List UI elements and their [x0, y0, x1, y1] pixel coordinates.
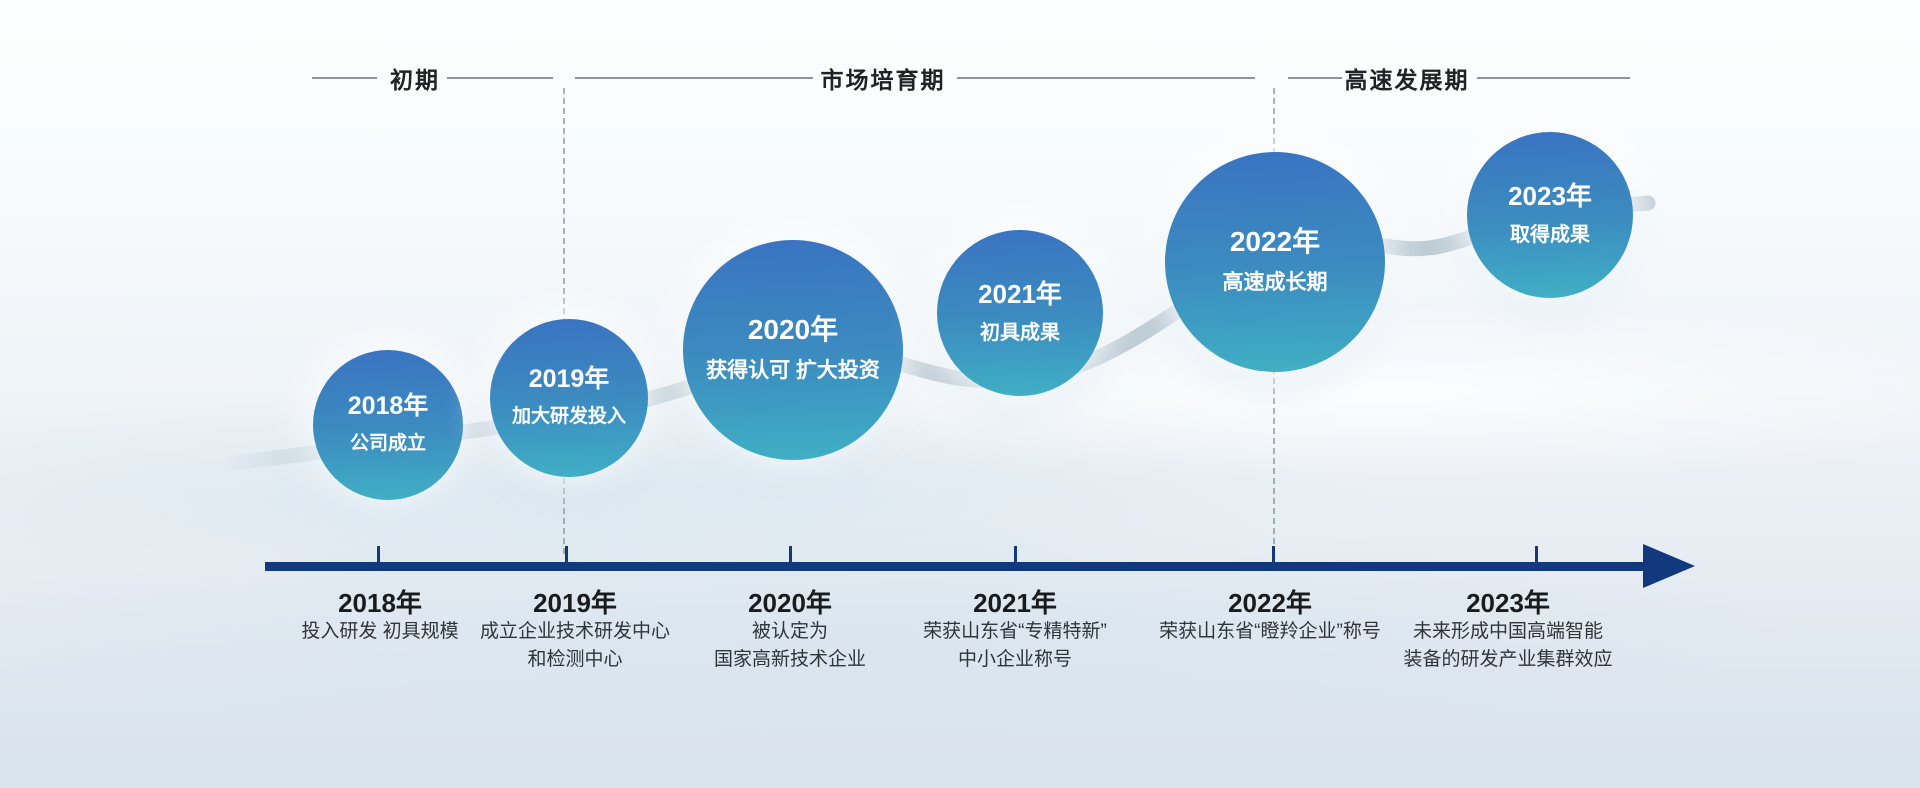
- axis-year-2022: 2022年: [1228, 588, 1312, 618]
- milestone-bubble-2022: 2022年 高速成长期: [1165, 152, 1385, 372]
- axis-tick-2020: [789, 546, 792, 562]
- phase-line-segment: [575, 77, 813, 79]
- bubble-year: 2023年: [1508, 181, 1592, 211]
- axis-year-2018: 2018年: [338, 588, 422, 618]
- phase-label-cultivation: 市场培育期: [820, 67, 946, 93]
- axis-tick-2022: [1272, 546, 1275, 562]
- milestone-description-2022: 荣获山东省“瞪羚企业”称号: [1159, 621, 1381, 642]
- axis-year-2023: 2023年: [1466, 588, 1550, 618]
- axis-year-2020: 2020年: [748, 588, 832, 618]
- bubble-year: 2022年: [1229, 226, 1321, 258]
- axis-tick-2023: [1535, 546, 1538, 562]
- bubble-subtitle: 初具成果: [980, 322, 1060, 344]
- bubble-subtitle: 加大研发投入: [511, 406, 626, 428]
- milestone-description-2023: 未来形成中国高端智能 装备的研发产业集群效应: [1403, 621, 1613, 670]
- bubble-subtitle: 获得认可 扩大投资: [706, 359, 880, 383]
- milestone-bubble-2018: 2018年 公司成立: [313, 350, 463, 500]
- timeline-axis: [265, 562, 1645, 571]
- phase-label-rapid-growth: 高速发展期: [1344, 67, 1470, 93]
- axis-tick-2019: [565, 546, 568, 562]
- milestone-description-2020: 被认定为 国家高新技术企业: [713, 621, 866, 670]
- axis-year-2021: 2021年: [973, 588, 1057, 618]
- bubble-subtitle: 高速成长期: [1222, 271, 1328, 295]
- axis-tick-2021: [1014, 546, 1017, 562]
- milestone-bubble-2020: 2020年 获得认可 扩大投资: [683, 240, 903, 460]
- phase-line-segment: [1477, 77, 1630, 79]
- axis-tick-2018: [377, 546, 380, 562]
- phase-line-segment: [447, 77, 553, 79]
- phase-line-segment: [312, 77, 377, 79]
- axis-year-2019: 2019年: [533, 588, 617, 618]
- bubble-subtitle: 取得成果: [1510, 224, 1590, 246]
- milestone-description-2021: 荣获山东省“专精特新” 中小企业称号: [923, 621, 1107, 670]
- timeline-arrowhead-icon: [1643, 544, 1695, 588]
- milestone-bubble-2023: 2023年 取得成果: [1467, 132, 1633, 298]
- phase-line-segment: [957, 77, 1255, 79]
- milestone-description-2018: 投入研发 初具规模: [301, 621, 459, 642]
- milestone-bubble-2019: 2019年 加大研发投入: [490, 319, 648, 477]
- milestone-bubble-2021: 2021年 初具成果: [937, 230, 1103, 396]
- bubble-year: 2018年: [347, 392, 429, 421]
- bubble-subtitle: 公司成立: [349, 433, 426, 455]
- bubble-year: 2020年: [747, 314, 839, 346]
- phase-label-initial: 初期: [390, 67, 440, 93]
- bubble-year: 2021年: [978, 279, 1062, 309]
- milestone-description-2019: 成立企业技术研发中心 和检测中心: [479, 621, 670, 670]
- bubble-year: 2019年: [528, 365, 610, 394]
- phase-line-segment: [1288, 77, 1342, 79]
